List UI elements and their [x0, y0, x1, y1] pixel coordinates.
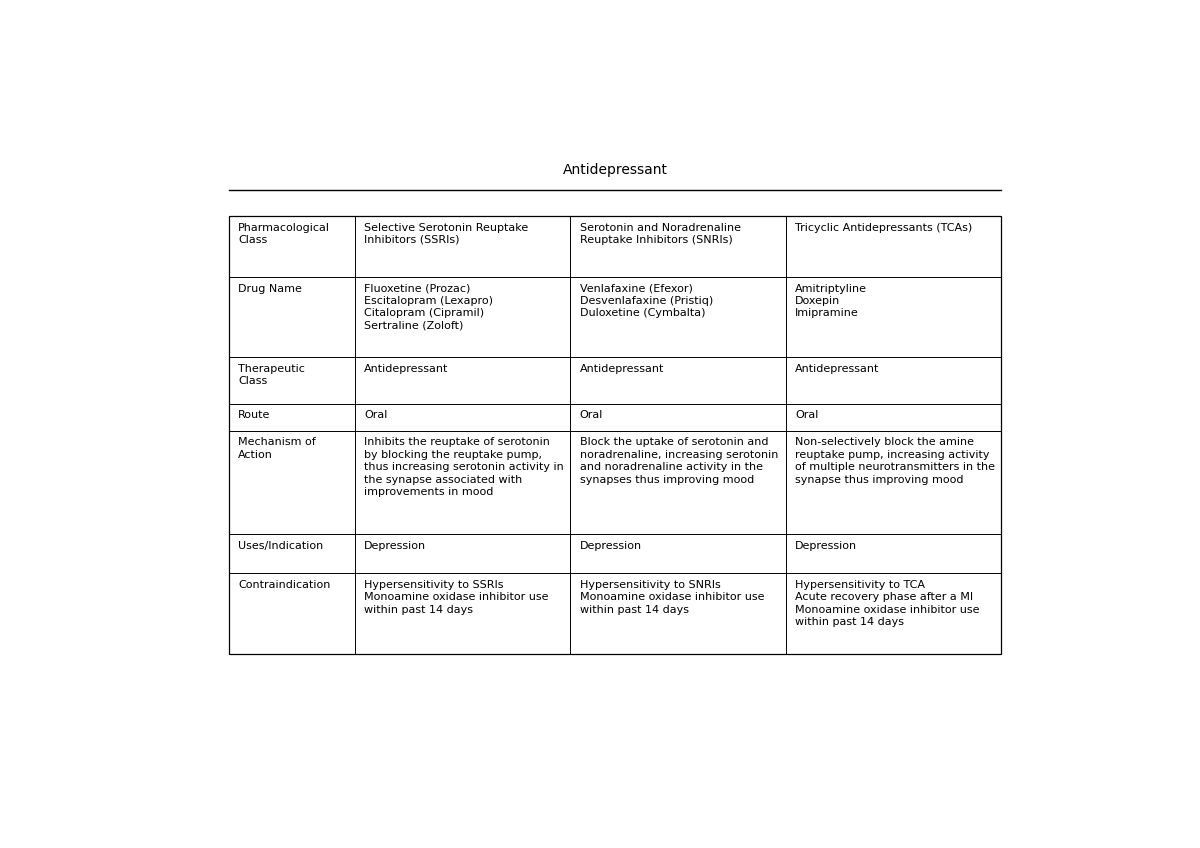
Text: Therapeutic
Class: Therapeutic Class — [239, 364, 305, 387]
Text: Selective Serotonin Reuptake
Inhibitors (SSRIs): Selective Serotonin Reuptake Inhibitors … — [365, 222, 528, 245]
Text: Antidepressant: Antidepressant — [794, 364, 880, 374]
Text: Oral: Oral — [794, 410, 818, 421]
Text: Tricyclic Antidepressants (TCAs): Tricyclic Antidepressants (TCAs) — [794, 222, 972, 232]
Text: Amitriptyline
Doxepin
Imipramine: Amitriptyline Doxepin Imipramine — [794, 283, 866, 319]
Text: Contraindication: Contraindication — [239, 580, 331, 590]
Text: Non-selectively block the amine
reuptake pump, increasing activity
of multiple n: Non-selectively block the amine reuptake… — [794, 438, 995, 484]
Text: Oral: Oral — [580, 410, 602, 421]
Text: Depression: Depression — [794, 541, 857, 551]
Text: Block the uptake of serotonin and
noradrenaline, increasing serotonin
and noradr: Block the uptake of serotonin and noradr… — [580, 438, 778, 484]
Text: Antidepressant: Antidepressant — [563, 164, 667, 177]
Text: Depression: Depression — [365, 541, 426, 551]
Text: Mechanism of
Action: Mechanism of Action — [239, 438, 316, 460]
Bar — [229, 216, 1001, 654]
Text: Serotonin and Noradrenaline
Reuptake Inhibitors (SNRIs): Serotonin and Noradrenaline Reuptake Inh… — [580, 222, 740, 245]
Text: Antidepressant: Antidepressant — [365, 364, 449, 374]
Text: Inhibits the reuptake of serotonin
by blocking the reuptake pump,
thus increasin: Inhibits the reuptake of serotonin by bl… — [365, 438, 564, 497]
Text: Venlafaxine (Efexor)
Desvenlafaxine (Pristiq)
Duloxetine (Cymbalta): Venlafaxine (Efexor) Desvenlafaxine (Pri… — [580, 283, 713, 319]
Text: Hypersensitivity to SSRIs
Monoamine oxidase inhibitor use
within past 14 days: Hypersensitivity to SSRIs Monoamine oxid… — [365, 580, 548, 615]
Text: Route: Route — [239, 410, 271, 421]
Text: Drug Name: Drug Name — [239, 283, 302, 293]
Text: Antidepressant: Antidepressant — [580, 364, 664, 374]
Text: Oral: Oral — [365, 410, 388, 421]
Text: Uses/Indication: Uses/Indication — [239, 541, 324, 551]
Text: Fluoxetine (Prozac)
Escitalopram (Lexapro)
Citalopram (Cipramil)
Sertraline (Zol: Fluoxetine (Prozac) Escitalopram (Lexapr… — [365, 283, 493, 331]
Text: Hypersensitivity to TCA
Acute recovery phase after a MI
Monoamine oxidase inhibi: Hypersensitivity to TCA Acute recovery p… — [794, 580, 979, 627]
Text: Pharmacological
Class: Pharmacological Class — [239, 222, 330, 245]
Text: Depression: Depression — [580, 541, 642, 551]
Text: Hypersensitivity to SNRIs
Monoamine oxidase inhibitor use
within past 14 days: Hypersensitivity to SNRIs Monoamine oxid… — [580, 580, 764, 615]
